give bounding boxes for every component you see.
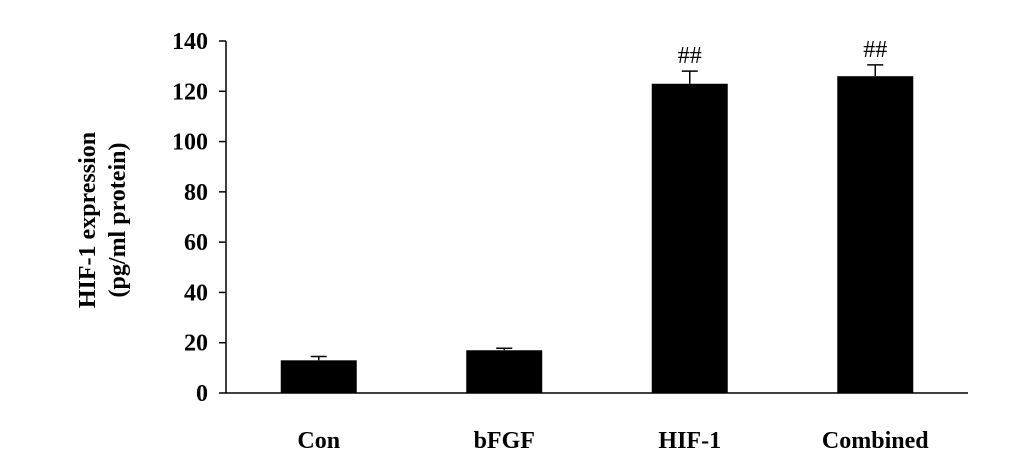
x-tick-label: HIF-1	[658, 428, 721, 454]
y-tick-label: 0	[196, 381, 208, 407]
y-tick-label: 80	[184, 180, 208, 206]
y-tick-label: 60	[184, 230, 208, 256]
bar-combined	[837, 76, 914, 393]
y-axis-title-line-1: HIF-1 expression	[75, 132, 101, 308]
bar-bfgf	[466, 350, 543, 393]
bars	[280, 76, 914, 393]
bar-con	[280, 360, 357, 393]
y-tick-label: 40	[184, 280, 208, 306]
y-tick-label: 20	[184, 331, 208, 357]
x-tick-label: Combined	[822, 428, 929, 454]
y-tick-label: 100	[172, 130, 208, 156]
y-tick-label: 120	[172, 79, 208, 105]
annotations: ## ##	[678, 37, 888, 69]
y-axis-title: HIF-1 expression (pg/ml protein)	[75, 132, 131, 308]
significance-annotation: ##	[863, 37, 887, 63]
error-bars	[310, 64, 884, 361]
y-axis-ticks: 0 20 40 60 80 100 120 140	[172, 29, 226, 407]
y-tick-label: 140	[172, 29, 208, 55]
significance-annotation: ##	[678, 43, 702, 69]
x-tick-label: bFGF	[474, 428, 535, 454]
x-tick-label: Con	[297, 428, 340, 454]
x-axis-labels: Con bFGF HIF-1 Combined	[297, 428, 929, 454]
y-axis-title-line-2: (pg/ml protein)	[105, 143, 131, 298]
bar-hif-1	[651, 83, 728, 393]
